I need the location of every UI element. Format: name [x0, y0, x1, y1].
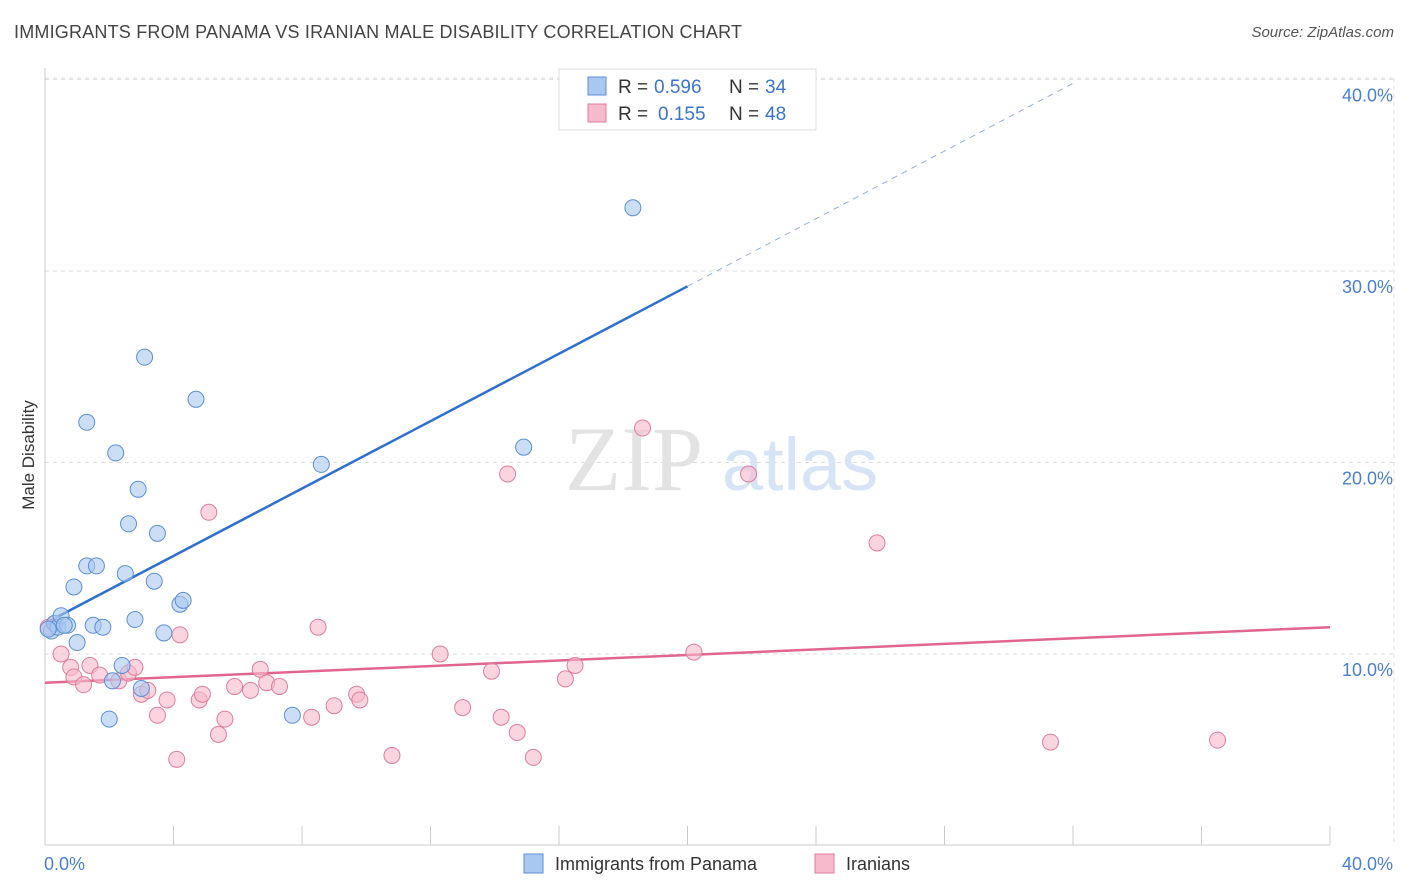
iranian-point: [171, 626, 189, 644]
panama-point: [145, 572, 163, 590]
iranian-point: [226, 678, 244, 696]
panama-point: [132, 679, 150, 697]
axes: 10.0% 20.0% 30.0% 40.0% 0.0% 40.0%: [44, 68, 1393, 874]
series-legend: Immigrants from Panama Iranians: [523, 853, 910, 874]
panama-point: [136, 348, 154, 366]
stats-n-value-iranians: 48: [765, 104, 786, 125]
panama-point: [515, 438, 533, 456]
stats-n-label-panama: N =: [729, 77, 759, 98]
iranian-point: [508, 724, 526, 742]
legend-label-iranians: Iranians: [846, 854, 910, 874]
iranian-point: [634, 419, 652, 437]
iranian-point: [431, 645, 449, 663]
panama-point: [283, 706, 301, 724]
panama-point: [39, 620, 57, 638]
iranian-point: [566, 656, 584, 674]
panama-trend-line: [44, 285, 689, 625]
x-tick-label: 0.0%: [44, 854, 85, 874]
iranian-point: [1042, 733, 1060, 751]
watermark-atlas: atlas: [722, 423, 878, 506]
panama-point: [120, 515, 138, 533]
iranian-point: [168, 750, 186, 768]
gridlines: [45, 77, 1395, 845]
stats-n-value-panama: 34: [765, 77, 787, 98]
iranian-point: [148, 706, 166, 724]
legend-label-panama: Immigrants from Panama: [555, 854, 758, 874]
stats-r-label-panama: R =: [618, 77, 648, 98]
panama-point: [68, 634, 86, 652]
watermark: ZIP atlas: [565, 408, 878, 510]
iranian-point: [309, 618, 327, 636]
y-tick-label: 20.0%: [1342, 469, 1393, 489]
iranian-point: [216, 710, 234, 728]
stats-r-value-iranians: 0.155: [658, 104, 706, 125]
y-axis-title-group: Male Disability: [19, 400, 38, 510]
iranian-point: [454, 699, 472, 717]
iranian-point: [351, 691, 369, 709]
trend-lines: [44, 82, 1331, 684]
panama-point: [155, 624, 173, 642]
legend-swatch-iranians: [814, 853, 835, 874]
panama-point: [312, 455, 330, 473]
iranian-point: [383, 746, 401, 764]
y-tick-label: 10.0%: [1342, 660, 1393, 680]
iranian-point: [499, 465, 517, 483]
iranian-point: [492, 708, 510, 726]
iranian-point: [483, 662, 501, 680]
panama-point: [103, 672, 121, 690]
panama-point: [100, 710, 118, 728]
stats-r-label-iranians: R =: [618, 104, 648, 125]
panama-point: [624, 199, 642, 217]
legend-swatch-panama: [523, 853, 544, 874]
panama-point: [116, 565, 134, 583]
iranian-point: [52, 645, 70, 663]
iranian-point: [303, 708, 321, 726]
iranian-point: [556, 670, 574, 688]
stats-legend-swatch-iranians: [587, 103, 607, 123]
y-tick-label: 40.0%: [1342, 86, 1393, 106]
panama-point: [148, 524, 166, 542]
iranian-point: [193, 685, 211, 703]
panama-point: [107, 444, 125, 462]
stats-legend-swatch-panama: [587, 76, 607, 96]
panama-point: [129, 480, 147, 498]
panama-point: [113, 656, 131, 674]
iranian-point: [200, 503, 218, 521]
watermark-zip: ZIP: [565, 408, 703, 510]
stats-n-label-iranians: N =: [729, 104, 759, 125]
iranian-point: [685, 643, 703, 661]
iranian-point: [325, 697, 343, 715]
panama-trend-extension: [687, 82, 1074, 287]
y-axis-title: Male Disability: [19, 400, 38, 510]
iranian-point: [1209, 731, 1227, 749]
panama-point: [65, 578, 83, 596]
iranian-point: [158, 691, 176, 709]
iranian-point: [868, 534, 886, 552]
iranian-point: [524, 748, 542, 766]
x-tick-label: 40.0%: [1342, 854, 1393, 874]
y-tick-label: 30.0%: [1342, 277, 1393, 297]
panama-point: [87, 557, 105, 575]
iranian-point: [740, 465, 758, 483]
panama-point: [94, 618, 112, 636]
panama-point: [174, 591, 192, 609]
iranian-point: [271, 678, 289, 696]
data-points: [39, 199, 1227, 768]
iranian-point: [75, 676, 93, 694]
panama-point: [187, 390, 205, 408]
panama-point: [126, 611, 144, 629]
stats-r-value-panama: 0.596: [654, 77, 702, 98]
chart-title: IMMIGRANTS FROM PANAMA VS IRANIAN MALE D…: [14, 22, 743, 42]
panama-point: [55, 616, 73, 634]
iranian-point: [242, 681, 260, 699]
source-credit: Source: ZipAtlas.com: [1251, 24, 1394, 41]
stats-legend: R = 0.596 N = 34 R = 0.155 N = 48: [558, 68, 817, 131]
iranian-point: [209, 725, 227, 743]
panama-point: [78, 413, 96, 431]
